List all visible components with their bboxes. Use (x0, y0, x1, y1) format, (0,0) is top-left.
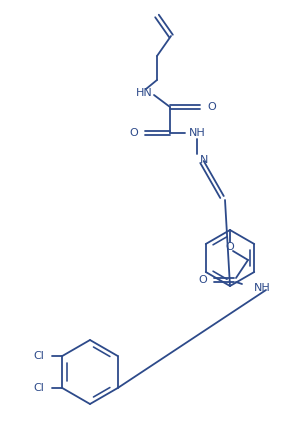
Text: Cl: Cl (33, 351, 44, 361)
Text: N: N (200, 155, 208, 165)
Text: O: O (129, 128, 138, 138)
Text: HN: HN (136, 88, 152, 98)
Text: O: O (226, 242, 234, 252)
Text: NH: NH (189, 128, 205, 138)
Text: O: O (198, 275, 207, 285)
Text: NH: NH (254, 283, 271, 293)
Text: Cl: Cl (33, 383, 44, 393)
Text: O: O (207, 102, 216, 112)
